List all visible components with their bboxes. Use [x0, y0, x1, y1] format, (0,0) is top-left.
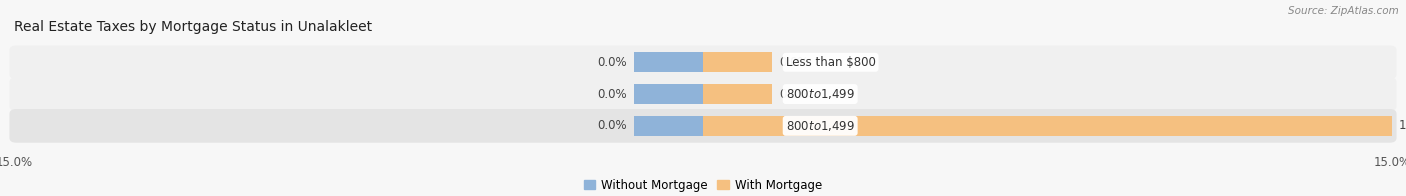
Bar — [634, 116, 703, 136]
Text: 0.0%: 0.0% — [779, 56, 808, 69]
FancyBboxPatch shape — [10, 109, 1396, 143]
Bar — [634, 53, 703, 72]
Bar — [703, 84, 772, 104]
Text: 15.0%: 15.0% — [1399, 119, 1406, 132]
Text: 0.0%: 0.0% — [779, 88, 808, 101]
FancyBboxPatch shape — [10, 45, 1396, 79]
Text: 0.0%: 0.0% — [598, 88, 627, 101]
Text: 0.0%: 0.0% — [598, 119, 627, 132]
Text: Source: ZipAtlas.com: Source: ZipAtlas.com — [1288, 6, 1399, 16]
FancyBboxPatch shape — [10, 77, 1396, 111]
Bar — [703, 116, 1392, 136]
Text: Real Estate Taxes by Mortgage Status in Unalakleet: Real Estate Taxes by Mortgage Status in … — [14, 20, 373, 34]
Text: 0.0%: 0.0% — [598, 56, 627, 69]
Text: $800 to $1,499: $800 to $1,499 — [786, 119, 855, 133]
Text: $800 to $1,499: $800 to $1,499 — [786, 87, 855, 101]
Bar — [634, 84, 703, 104]
Text: Less than $800: Less than $800 — [786, 56, 876, 69]
Legend: Without Mortgage, With Mortgage: Without Mortgage, With Mortgage — [583, 179, 823, 192]
Bar — [703, 53, 772, 72]
